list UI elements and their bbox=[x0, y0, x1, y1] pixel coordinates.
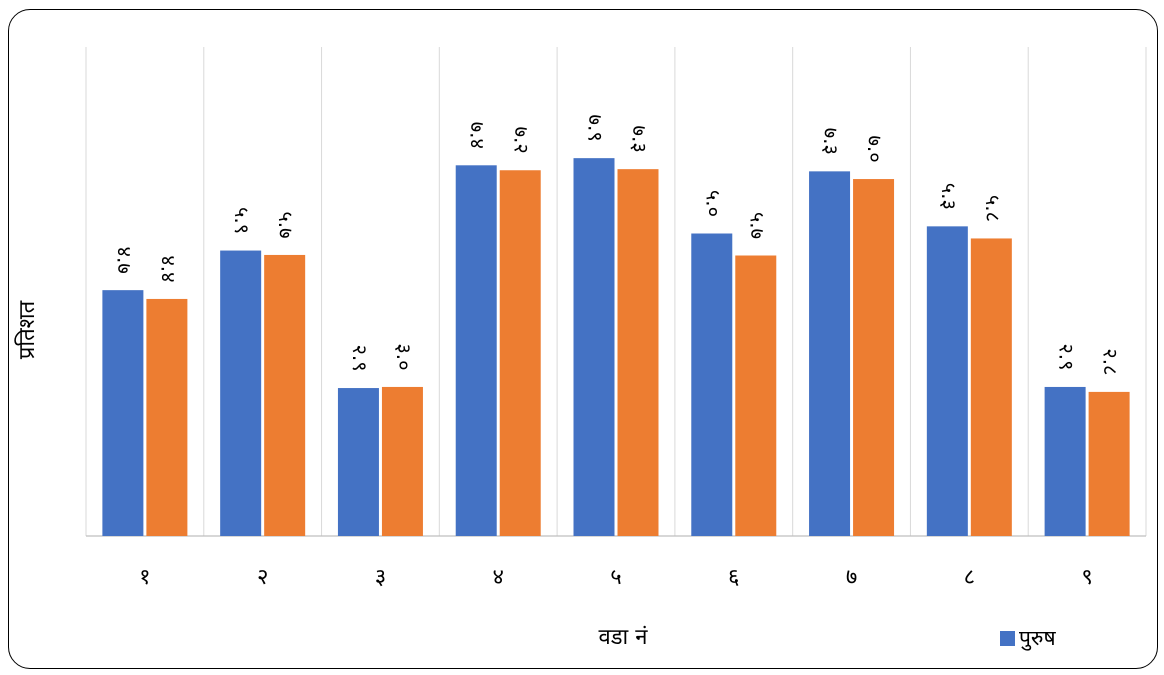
bar-series1-7 bbox=[809, 171, 851, 536]
bar-series1-9 bbox=[1044, 386, 1086, 536]
x-axis-label: वडा नं bbox=[598, 625, 648, 650]
data-label-series1-8: ५.३ bbox=[937, 183, 961, 210]
data-label-series2-2: ५.७ bbox=[274, 211, 298, 238]
data-label-series2-6: ५.७ bbox=[745, 212, 769, 239]
x-tick-label-4: ४ bbox=[492, 565, 503, 590]
legend-label-male: पुरुष bbox=[1019, 626, 1056, 650]
legend-swatch-male bbox=[1000, 630, 1015, 646]
bar-series2-2 bbox=[264, 254, 306, 536]
x-tick-label-8: ८ bbox=[964, 565, 975, 590]
x-tick-label-9: ९ bbox=[1081, 565, 1092, 590]
x-tick-label-2: २ bbox=[257, 565, 268, 590]
data-label-series2-5: ७.३ bbox=[628, 126, 652, 153]
data-label-series2-1: ४.४ bbox=[156, 255, 180, 282]
y-axis-label: प्रतिशत bbox=[15, 300, 40, 360]
x-tick-label-6: ६ bbox=[728, 565, 739, 590]
bar-series2-1 bbox=[146, 298, 188, 536]
data-label-series2-9: २.८ bbox=[1099, 348, 1123, 375]
data-label-series2-3: ३.० bbox=[392, 343, 416, 370]
data-label-series1-5: ७.९ bbox=[584, 115, 608, 142]
data-label-series1-7: ७.३ bbox=[819, 128, 843, 155]
data-label-series2-4: ७.२ bbox=[510, 127, 534, 154]
bar-series1-5 bbox=[573, 158, 615, 536]
data-label-series1-2: ५.९ bbox=[230, 207, 254, 234]
bar-series2-9 bbox=[1088, 391, 1130, 536]
data-label-series1-4: ७.४ bbox=[466, 122, 490, 149]
data-label-series2-7: ७.० bbox=[863, 135, 887, 162]
bar-series2-8 bbox=[970, 238, 1012, 536]
bar-series1-4 bbox=[455, 165, 497, 537]
data-label-series1-1: ४.७ bbox=[112, 247, 136, 274]
x-tick-label-1: १ bbox=[139, 565, 150, 590]
x-tick-label-5: ५ bbox=[610, 565, 621, 590]
bar-series2-4 bbox=[499, 170, 541, 536]
data-label-series1-3: २.९ bbox=[348, 344, 372, 371]
data-label-series1-6: ५.० bbox=[701, 190, 725, 217]
bar-series2-3 bbox=[381, 386, 423, 536]
bar-series1-3 bbox=[337, 388, 379, 536]
x-tick-label-7: ७ bbox=[846, 565, 857, 590]
bar-series2-7 bbox=[853, 179, 895, 537]
data-label-series2-8: ५.८ bbox=[981, 195, 1005, 222]
x-tick-label-3: ३ bbox=[375, 565, 386, 590]
bar-series1-8 bbox=[926, 226, 968, 536]
bar-series2-5 bbox=[617, 169, 659, 536]
bar-series1-6 bbox=[691, 233, 733, 536]
legend: पुरुष bbox=[1000, 624, 1056, 652]
bar-series1-1 bbox=[102, 290, 144, 536]
data-label-series1-9: २.९ bbox=[1055, 343, 1079, 370]
bar-series1-2 bbox=[220, 250, 262, 537]
bar-series2-6 bbox=[735, 255, 777, 536]
